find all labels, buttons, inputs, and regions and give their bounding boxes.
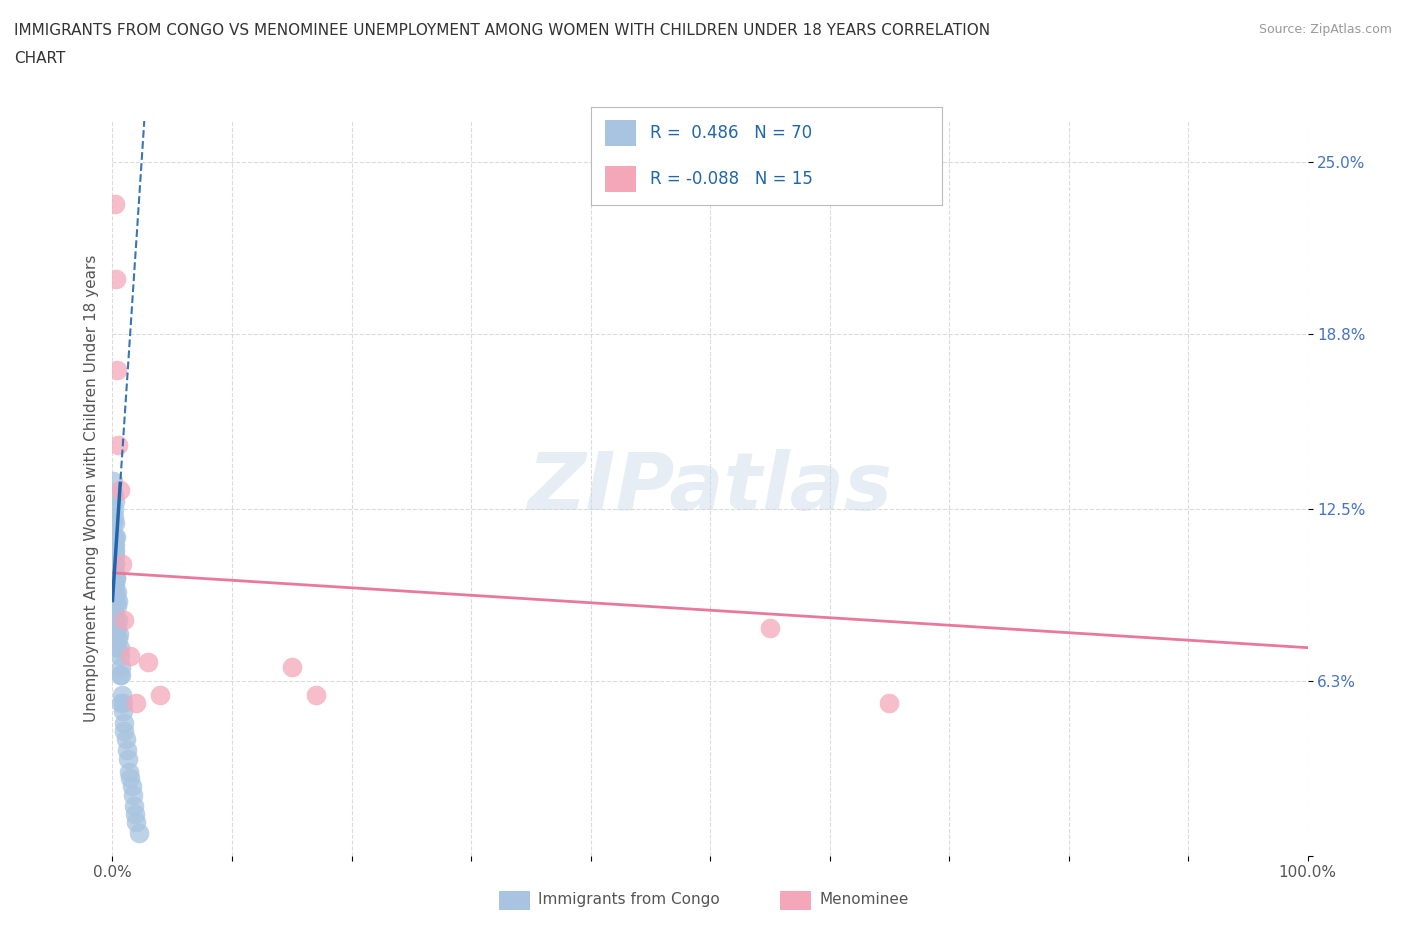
Point: [108, 482, 131, 497]
Point: [111, 557, 134, 572]
Point: [117, 751, 139, 766]
Point: [114, 613, 135, 628]
Point: [112, 704, 135, 719]
Text: Immigrants from Congo: Immigrants from Congo: [538, 892, 720, 907]
Point: [114, 732, 136, 747]
Point: [103, 613, 125, 628]
Point: [120, 648, 142, 663]
Text: Menominee: Menominee: [820, 892, 910, 907]
Point: [104, 515, 127, 530]
Point: [103, 538, 125, 552]
Point: [104, 571, 127, 586]
Point: [104, 493, 127, 508]
Point: [105, 272, 128, 286]
Point: [104, 577, 127, 591]
Point: [281, 659, 304, 674]
Point: [108, 640, 131, 655]
Point: [103, 599, 125, 614]
Point: [103, 510, 125, 525]
Point: [107, 613, 129, 628]
Point: [104, 621, 127, 636]
Point: [104, 538, 127, 552]
Point: [105, 640, 128, 655]
Point: [105, 621, 128, 636]
Point: [110, 648, 132, 663]
Text: CHART: CHART: [14, 51, 66, 66]
Point: [104, 593, 127, 608]
Point: [305, 687, 328, 702]
Point: [105, 571, 128, 586]
Point: [103, 577, 125, 591]
Text: Source: ZipAtlas.com: Source: ZipAtlas.com: [1258, 23, 1392, 36]
Text: R = -0.088   N = 15: R = -0.088 N = 15: [650, 169, 813, 188]
Point: [108, 627, 131, 642]
Point: [105, 585, 128, 600]
Point: [103, 529, 125, 544]
Point: [103, 557, 125, 572]
Point: [104, 549, 127, 564]
Point: [120, 771, 142, 786]
Point: [103, 604, 125, 619]
Point: [103, 565, 125, 580]
Bar: [605, 166, 636, 192]
Point: [121, 778, 143, 793]
Point: [105, 363, 128, 378]
Point: [104, 627, 127, 642]
Point: [115, 743, 138, 758]
Point: [104, 557, 127, 572]
Point: [122, 798, 145, 813]
Point: [101, 474, 124, 489]
Point: [111, 696, 134, 711]
Text: R =  0.486   N = 70: R = 0.486 N = 70: [650, 124, 813, 142]
Point: [104, 529, 127, 544]
Point: [104, 621, 127, 636]
Point: [124, 806, 146, 821]
Point: [105, 599, 128, 614]
Text: IMMIGRANTS FROM CONGO VS MENOMINEE UNEMPLOYMENT AMONG WOMEN WITH CHILDREN UNDER : IMMIGRANTS FROM CONGO VS MENOMINEE UNEMP…: [14, 23, 990, 38]
Point: [112, 715, 135, 730]
Point: [107, 438, 129, 453]
Text: ZIPatlas: ZIPatlas: [527, 449, 893, 527]
Point: [105, 613, 128, 628]
Point: [104, 543, 127, 558]
Point: [149, 687, 172, 702]
Point: [103, 487, 125, 502]
Point: [879, 696, 901, 711]
Point: [121, 787, 143, 802]
Point: [103, 501, 125, 516]
Point: [114, 724, 135, 738]
Point: [101, 515, 124, 530]
Point: [104, 557, 127, 572]
Point: [125, 696, 148, 711]
Y-axis label: Unemployment Among Women with Children Under 18 years: Unemployment Among Women with Children U…: [83, 255, 98, 722]
Point: [110, 696, 132, 711]
Point: [125, 815, 148, 830]
Point: [103, 585, 125, 600]
Point: [110, 668, 132, 683]
Point: [103, 593, 125, 608]
Point: [105, 529, 128, 544]
Point: [118, 765, 141, 780]
Bar: [605, 120, 636, 146]
Point: [103, 543, 125, 558]
Point: [104, 585, 127, 600]
Point: [104, 613, 127, 628]
Point: [111, 687, 134, 702]
Point: [128, 826, 150, 841]
Point: [103, 571, 125, 586]
Point: [107, 631, 129, 646]
Point: [104, 585, 127, 600]
Point: [104, 196, 127, 211]
Point: [759, 621, 782, 636]
Point: [104, 565, 127, 580]
Point: [103, 549, 125, 564]
Point: [107, 593, 129, 608]
Point: [138, 654, 160, 669]
Point: [104, 593, 127, 608]
Point: [110, 659, 132, 674]
Point: [108, 668, 131, 683]
